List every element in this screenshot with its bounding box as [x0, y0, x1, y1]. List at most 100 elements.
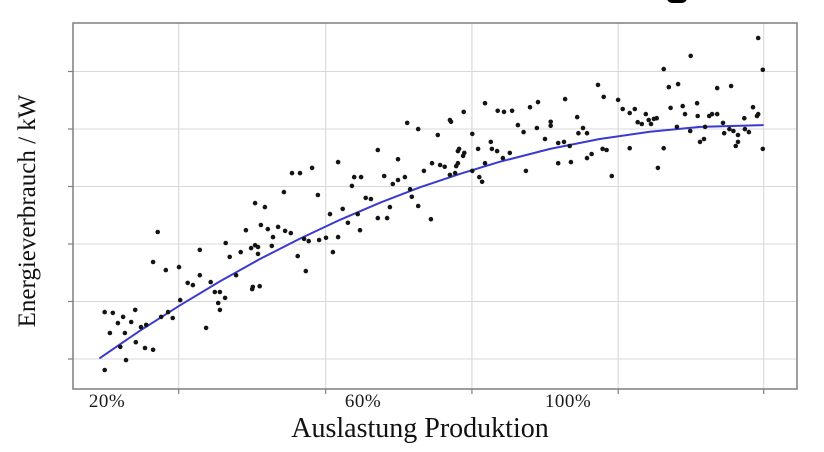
data-point — [501, 109, 507, 115]
data-point — [500, 155, 506, 161]
data-point — [249, 286, 255, 292]
x-tick-label-100: 100% — [544, 391, 592, 412]
data-point — [461, 109, 467, 115]
data-point — [453, 163, 459, 169]
data-point — [555, 140, 561, 146]
data-point — [604, 147, 609, 153]
data-point — [303, 268, 309, 274]
data-point — [297, 170, 303, 176]
data-point — [568, 159, 574, 165]
data-point — [212, 289, 218, 295]
data-point — [542, 136, 548, 142]
data-point — [409, 194, 415, 200]
data-point — [452, 170, 458, 176]
data-point — [323, 235, 329, 241]
data-point — [233, 272, 239, 278]
data-point — [666, 84, 672, 90]
data-point — [680, 103, 685, 109]
data-point — [155, 229, 160, 235]
data-point — [177, 297, 183, 303]
data-point — [515, 122, 521, 128]
data-point — [648, 121, 654, 127]
data-point — [646, 117, 651, 123]
data-point — [470, 168, 475, 174]
data-point — [742, 126, 748, 132]
data-point — [345, 220, 351, 226]
data-point — [132, 307, 138, 313]
data-point — [238, 249, 243, 255]
data-point — [381, 173, 387, 179]
x-tick-label-20: 20% — [88, 391, 126, 412]
data-point — [595, 82, 601, 88]
data-point — [735, 132, 741, 138]
data-point — [754, 113, 760, 119]
data-point — [295, 253, 301, 259]
data-point — [407, 186, 413, 192]
data-point — [363, 195, 369, 201]
data-point — [521, 129, 526, 135]
data-point — [561, 139, 567, 145]
data-point — [150, 347, 156, 353]
data-point — [523, 168, 529, 174]
data-point — [158, 314, 164, 320]
data-point — [714, 85, 720, 91]
data-point — [315, 192, 321, 198]
data-point — [120, 314, 126, 320]
data-point — [316, 237, 322, 243]
data-point — [223, 240, 228, 246]
data-point — [368, 196, 374, 202]
data-point — [627, 110, 632, 116]
scatter-points — [102, 35, 766, 373]
data-point — [548, 119, 553, 125]
data-point — [697, 139, 703, 145]
data-point — [402, 174, 408, 180]
data-point — [687, 128, 693, 134]
data-point — [755, 35, 761, 41]
data-point — [482, 100, 488, 106]
data-point — [335, 159, 341, 165]
data-point — [176, 264, 182, 270]
data-point — [252, 242, 258, 248]
data-point — [742, 115, 747, 121]
data-point — [102, 309, 107, 315]
data-point — [142, 345, 148, 351]
data-point — [661, 66, 666, 72]
data-point — [455, 148, 461, 154]
data-point — [118, 344, 123, 350]
data-point — [746, 129, 752, 135]
data-point — [122, 330, 128, 336]
data-point — [727, 126, 732, 132]
data-point — [576, 130, 581, 136]
data-point — [654, 115, 659, 121]
data-point — [488, 139, 494, 145]
data-point — [269, 243, 275, 249]
data-point — [197, 272, 203, 278]
data-point — [735, 139, 741, 145]
data-point — [387, 204, 393, 210]
data-point — [720, 120, 726, 126]
data-point — [589, 151, 594, 157]
data-point — [555, 160, 561, 166]
data-point — [470, 131, 475, 137]
cropped-title-fragment — [667, 0, 687, 3]
data-point — [460, 153, 466, 159]
data-point — [390, 181, 396, 187]
data-point — [600, 146, 605, 152]
data-point — [495, 108, 501, 114]
data-point — [701, 136, 707, 142]
data-point — [107, 330, 113, 336]
data-point — [335, 234, 341, 240]
data-point — [327, 211, 333, 217]
data-point — [584, 155, 590, 161]
data-point — [668, 105, 673, 111]
data-point — [208, 279, 213, 285]
data-point — [479, 179, 485, 185]
data-point — [437, 162, 443, 168]
data-point — [447, 172, 453, 178]
data-point — [150, 259, 156, 265]
data-point — [215, 300, 221, 306]
data-point — [733, 143, 738, 149]
data-point — [190, 282, 196, 288]
data-point — [688, 53, 693, 59]
